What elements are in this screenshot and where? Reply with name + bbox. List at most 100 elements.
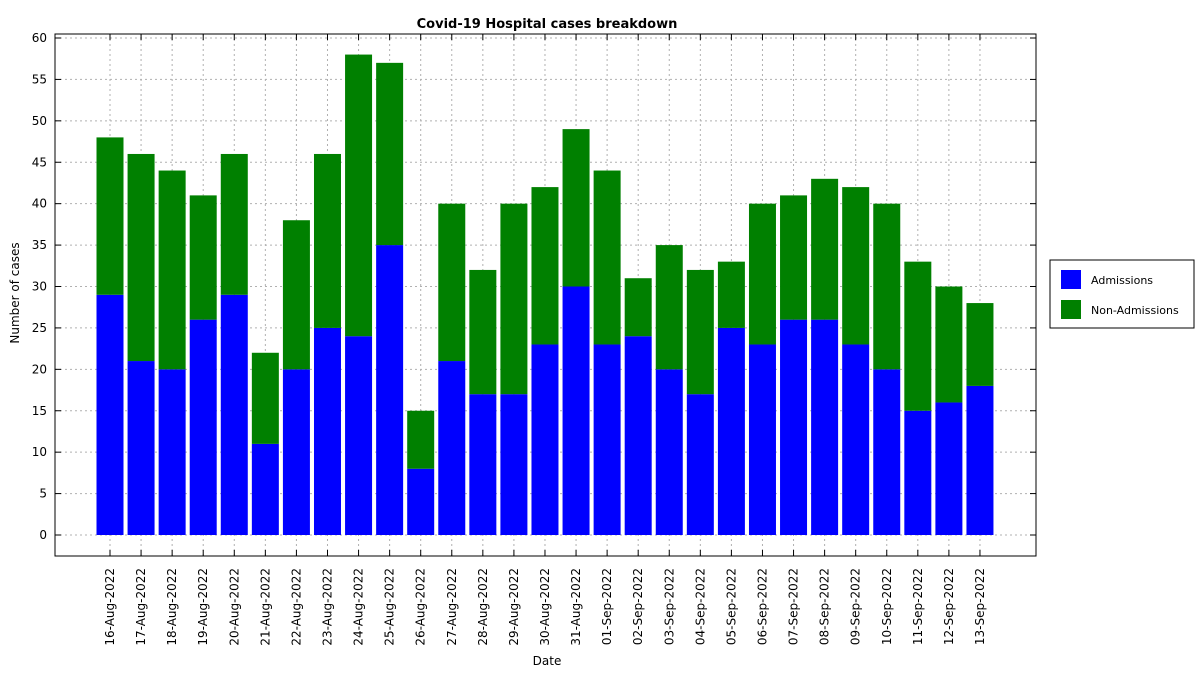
chart-title: Covid-19 Hospital cases breakdown bbox=[417, 17, 678, 32]
bar-admissions bbox=[811, 319, 839, 535]
x-tick-label: 07-Sep-2022 bbox=[787, 568, 801, 645]
bar-non-admissions bbox=[593, 170, 621, 345]
plot-frame bbox=[54, 33, 1037, 557]
x-tick-label: 27-Aug-2022 bbox=[445, 568, 459, 646]
bar-admissions bbox=[748, 344, 776, 535]
x-tick-label: 11-Sep-2022 bbox=[911, 568, 925, 645]
x-tick-label: 28-Aug-2022 bbox=[476, 568, 490, 646]
bar-non-admissions bbox=[562, 129, 590, 287]
bar-admissions bbox=[251, 443, 279, 535]
bar-admissions bbox=[624, 336, 652, 535]
bar-non-admissions bbox=[127, 153, 155, 362]
bar-non-admissions bbox=[935, 286, 963, 403]
y-tick-label: 40 bbox=[32, 197, 47, 211]
bar-non-admissions bbox=[500, 203, 528, 395]
bar-admissions bbox=[438, 361, 466, 535]
y-tick-label: 45 bbox=[32, 155, 47, 169]
bar-admissions bbox=[500, 394, 528, 535]
bar-non-admissions bbox=[966, 303, 994, 386]
x-tick-label: 08-Sep-2022 bbox=[818, 568, 832, 645]
bar-admissions bbox=[966, 385, 994, 535]
bar-admissions bbox=[655, 369, 683, 535]
y-tick-label: 20 bbox=[32, 362, 47, 376]
x-tick-label: 04-Sep-2022 bbox=[693, 568, 707, 645]
bar-non-admissions bbox=[220, 153, 248, 295]
bar-non-admissions bbox=[438, 203, 466, 362]
bar-admissions bbox=[904, 410, 932, 535]
y-tick-label: 50 bbox=[32, 114, 47, 128]
legend-swatch-admissions bbox=[1061, 270, 1081, 289]
bar-non-admissions bbox=[904, 261, 932, 411]
x-tick-label: 13-Sep-2022 bbox=[973, 568, 987, 645]
bar-non-admissions bbox=[158, 170, 186, 370]
bar-admissions bbox=[313, 327, 341, 535]
bar-admissions bbox=[127, 361, 155, 535]
x-tick-label: 23-Aug-2022 bbox=[320, 568, 334, 646]
bar-admissions bbox=[189, 319, 217, 535]
bar-admissions bbox=[158, 369, 186, 535]
bar-non-admissions bbox=[811, 178, 839, 320]
x-tick-label: 20-Aug-2022 bbox=[227, 568, 241, 646]
bar-non-admissions bbox=[469, 269, 497, 395]
bar-non-admissions bbox=[717, 261, 745, 328]
bar-non-admissions bbox=[531, 187, 559, 345]
x-tick-label: 16-Aug-2022 bbox=[103, 568, 117, 646]
bar-non-admissions bbox=[686, 269, 714, 395]
x-tick-label: 19-Aug-2022 bbox=[196, 568, 210, 646]
bar-admissions bbox=[345, 336, 373, 535]
legend-label-admissions: Admissions bbox=[1091, 274, 1153, 287]
y-tick-label: 0 bbox=[39, 528, 47, 542]
x-tick-label: 06-Sep-2022 bbox=[755, 568, 769, 645]
legend-label-non-admissions: Non-Admissions bbox=[1091, 304, 1179, 317]
bar-admissions bbox=[96, 294, 124, 535]
bar-non-admissions bbox=[748, 203, 776, 345]
bar-non-admissions bbox=[407, 410, 435, 469]
bar-admissions bbox=[562, 286, 590, 535]
x-tick-label: 17-Aug-2022 bbox=[134, 568, 148, 646]
bar-admissions bbox=[407, 468, 435, 535]
bar-admissions bbox=[220, 294, 248, 535]
y-axis: 0 5 10 15 20 25 30 35 40 45 50 55 60 bbox=[32, 31, 1036, 542]
bar-non-admissions bbox=[624, 278, 652, 337]
y-tick-label: 15 bbox=[32, 404, 47, 418]
bar-non-admissions bbox=[873, 203, 901, 370]
legend-swatch-non-admissions bbox=[1061, 300, 1081, 319]
bar-admissions bbox=[469, 394, 497, 535]
y-tick-label: 55 bbox=[32, 72, 47, 86]
bar-admissions bbox=[376, 245, 404, 536]
y-tick-label: 30 bbox=[32, 280, 47, 294]
bar-non-admissions bbox=[282, 220, 310, 370]
x-tick-label: 10-Sep-2022 bbox=[880, 568, 894, 645]
x-tick-label: 22-Aug-2022 bbox=[289, 568, 303, 646]
bars bbox=[96, 54, 994, 536]
x-tick-label: 24-Aug-2022 bbox=[352, 568, 366, 646]
bar-admissions bbox=[717, 327, 745, 535]
x-tick-label: 30-Aug-2022 bbox=[538, 568, 552, 646]
bar-admissions bbox=[780, 319, 808, 535]
bar-admissions bbox=[686, 394, 714, 535]
x-tick-label: 12-Sep-2022 bbox=[942, 568, 956, 645]
bar-non-admissions bbox=[376, 62, 404, 246]
y-tick-label: 5 bbox=[39, 487, 47, 501]
x-tick-label: 18-Aug-2022 bbox=[165, 568, 179, 646]
x-tick-label: 31-Aug-2022 bbox=[569, 568, 583, 646]
bar-non-admissions bbox=[313, 153, 341, 328]
bar-admissions bbox=[531, 344, 559, 535]
bar-non-admissions bbox=[842, 187, 870, 345]
bar-non-admissions bbox=[655, 245, 683, 370]
bar-non-admissions bbox=[189, 195, 217, 320]
x-tick-label: 02-Sep-2022 bbox=[631, 568, 645, 645]
x-tick-label: 05-Sep-2022 bbox=[724, 568, 738, 645]
bar-non-admissions bbox=[345, 54, 373, 337]
y-axis-label: Number of cases bbox=[8, 242, 22, 343]
bar-non-admissions bbox=[96, 137, 124, 295]
bar-admissions bbox=[593, 344, 621, 535]
x-tick-label: 09-Sep-2022 bbox=[849, 568, 863, 645]
bar-admissions bbox=[282, 369, 310, 535]
y-tick-label: 60 bbox=[32, 31, 47, 45]
y-tick-label: 25 bbox=[32, 321, 47, 335]
x-tick-label: 03-Sep-2022 bbox=[662, 568, 676, 645]
x-tick-label: 26-Aug-2022 bbox=[414, 568, 428, 646]
legend: Admissions Non-Admissions bbox=[1049, 259, 1195, 329]
